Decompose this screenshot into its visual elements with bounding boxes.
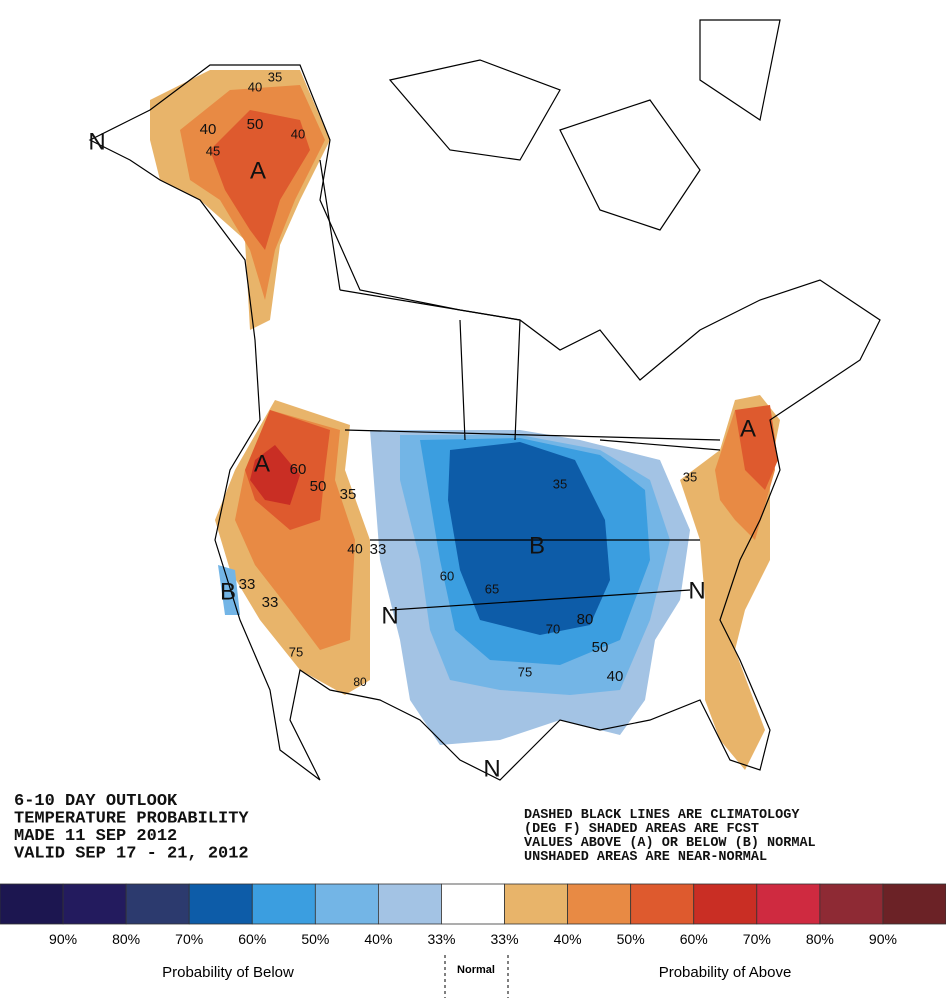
normal-label: Normal <box>457 964 495 976</box>
legend-swatch <box>251 883 316 925</box>
note-line: (DEG F) SHADED AREAS ARE FCST <box>524 822 759 837</box>
map-label: 40 <box>607 668 624 685</box>
legend-swatch <box>441 883 505 925</box>
map-label: 65 <box>485 581 499 596</box>
legend-label: 33% <box>491 931 519 947</box>
map-label: A <box>250 157 266 184</box>
notes: DASHED BLACK LINES ARE CLIMATOLOGY(DEG F… <box>524 808 816 865</box>
legend-label: 40% <box>364 931 392 947</box>
legend-label: 40% <box>554 931 582 947</box>
legend-swatch <box>819 883 884 925</box>
map-label: 50 <box>592 639 609 656</box>
below-label: Probability of Below <box>162 964 294 981</box>
legend-label: 80% <box>112 931 140 947</box>
map-label: 40 <box>291 126 305 141</box>
legend-label: 33% <box>427 931 455 947</box>
legend-swatch <box>62 883 127 925</box>
legend-label: 90% <box>49 931 77 947</box>
legend-swatch <box>188 883 253 925</box>
legend-label: 50% <box>617 931 645 947</box>
map-label: N <box>483 755 500 782</box>
legend-swatch <box>0 883 64 925</box>
legend-swatch <box>756 883 821 925</box>
map-label: N <box>381 602 398 629</box>
map-label: 35 <box>268 69 282 84</box>
map-label: 33 <box>262 594 279 611</box>
note-line: UNSHADED AREAS ARE NEAR-NORMAL <box>524 850 767 865</box>
legend-label: 60% <box>680 931 708 947</box>
legend-swatch <box>314 883 379 925</box>
legend-swatch <box>504 883 568 925</box>
map-label: 40 <box>200 121 217 138</box>
map-label: 60 <box>290 461 307 478</box>
map-label: 40 <box>248 79 262 94</box>
map-label: 40 <box>347 541 363 557</box>
outlook-line: TEMPERATURE PROBABILITY <box>14 810 249 829</box>
outlook-line: MADE 11 SEP 2012 <box>14 827 177 846</box>
shading <box>150 70 780 770</box>
map-label: 50 <box>247 116 264 133</box>
map-label: 80 <box>353 675 367 689</box>
map-label: B <box>220 578 236 605</box>
legend-swatch <box>630 883 695 925</box>
map-label: B <box>529 532 545 559</box>
map-label: 35 <box>683 469 697 484</box>
map-label: 75 <box>289 644 303 659</box>
map-label: 70 <box>546 621 560 636</box>
map-label: 45 <box>206 143 220 158</box>
legend-swatch <box>377 883 442 925</box>
legend-swatch <box>125 883 190 925</box>
map-label: N <box>88 128 105 155</box>
map-label: 60 <box>440 568 454 583</box>
map-label: 35 <box>553 476 567 491</box>
map-label: 33 <box>239 576 256 593</box>
legend-swatch <box>882 883 946 925</box>
map-label: A <box>740 415 756 442</box>
map-label: 33 <box>370 541 387 558</box>
land-outlines <box>88 19 881 781</box>
outlook-line: VALID SEP 17 - 21, 2012 <box>14 845 249 864</box>
above-label: Probability of Above <box>659 964 792 981</box>
map-label: 75 <box>518 664 532 679</box>
map-label: 50 <box>310 478 327 495</box>
legend-label: 50% <box>301 931 329 947</box>
outlook-line: 6-10 DAY OUTLOOK <box>14 792 178 811</box>
legend-swatch <box>567 883 632 925</box>
legend-label: 60% <box>238 931 266 947</box>
legend-label: 70% <box>175 931 203 947</box>
legend-label: 90% <box>869 931 897 947</box>
note-line: DASHED BLACK LINES ARE CLIMATOLOGY <box>524 808 800 823</box>
map-label: 35 <box>340 486 357 503</box>
legend: 90% 80% 70% 60% 50% 40% 33% 33% 40% 50% 60% 70% 80% 9… <box>0 883 946 947</box>
legend-label: 70% <box>743 931 771 947</box>
map-label: A <box>254 450 270 477</box>
legend-swatch <box>693 883 758 925</box>
map-label: 80 <box>577 611 594 628</box>
legend-label: 80% <box>806 931 834 947</box>
map-label: N <box>688 577 705 604</box>
note-line: VALUES ABOVE (A) OR BELOW (B) NORMAL <box>524 836 816 851</box>
